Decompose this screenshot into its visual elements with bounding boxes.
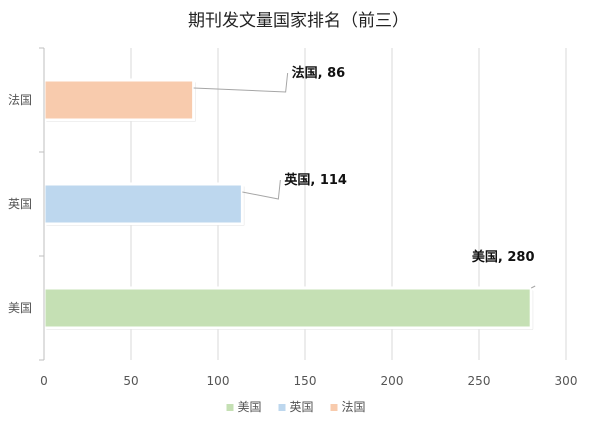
- y-tick-label: 美国: [8, 301, 32, 315]
- x-tick-label: 50: [123, 374, 138, 388]
- x-tick-label: 100: [207, 374, 230, 388]
- legend-swatch: [330, 404, 338, 411]
- y-tick-label: 英国: [8, 197, 32, 211]
- legend-entry: 美国: [238, 400, 262, 414]
- y-tick-label: 法国: [8, 93, 32, 107]
- leader-line: [530, 285, 536, 289]
- x-tick-label: 200: [381, 374, 404, 388]
- data-label: 法国, 86: [292, 65, 346, 81]
- data-label: 英国, 114: [283, 172, 347, 188]
- x-tick-label: 150: [294, 374, 317, 388]
- bar-3: [42, 78, 196, 122]
- bar-2: [42, 182, 244, 226]
- bar-1: [42, 286, 533, 330]
- legend-entry: 法国: [342, 400, 366, 414]
- data-label: 美国, 280: [472, 249, 535, 265]
- chart-title: 期刊发文量国家排名（前三）: [188, 11, 409, 31]
- leader-line: [193, 72, 289, 93]
- x-tick-label: 300: [555, 374, 578, 388]
- leader-line: [242, 179, 281, 200]
- legend-swatch: [226, 404, 234, 411]
- x-tick-label: 0: [40, 374, 48, 388]
- legend-entry: 英国: [290, 400, 314, 414]
- x-tick-label: 250: [468, 374, 491, 388]
- legend-swatch: [278, 404, 286, 411]
